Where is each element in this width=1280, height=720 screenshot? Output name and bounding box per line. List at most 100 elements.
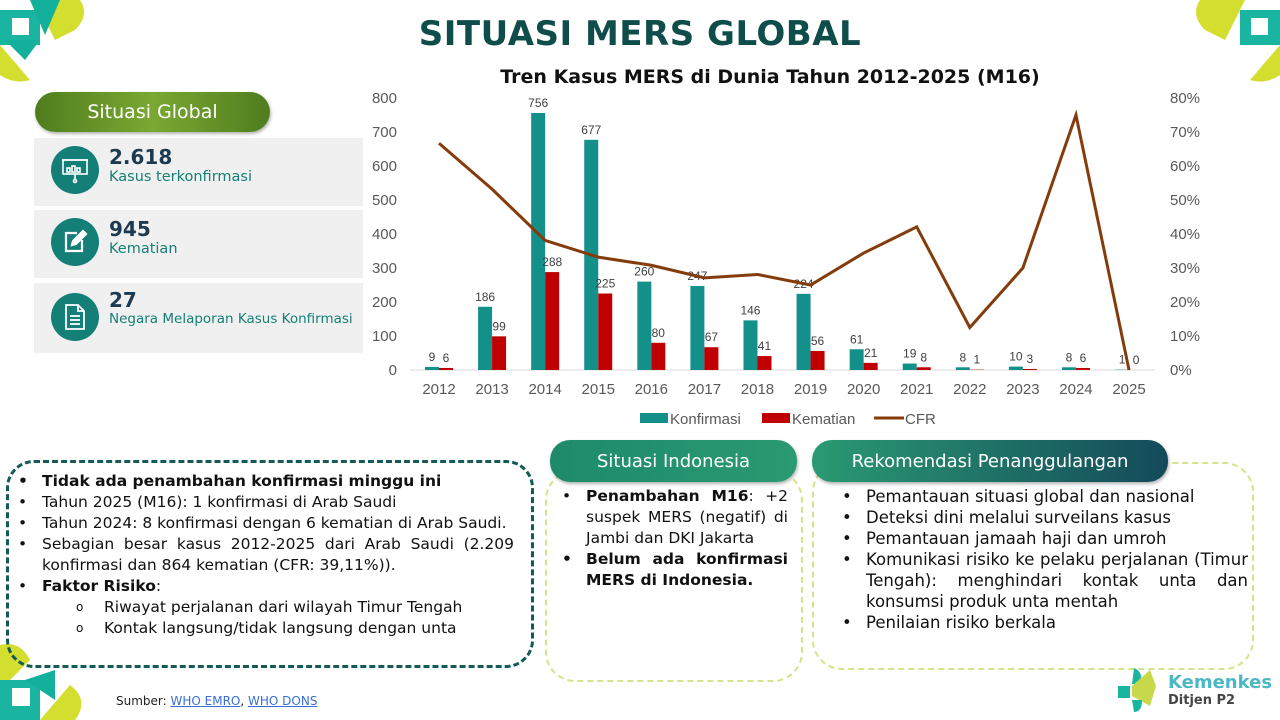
list-item: Tidak ada penambahan konfirmasi minggu i… bbox=[14, 471, 514, 492]
bar-konfirmasi bbox=[1008, 366, 1023, 370]
logo-subtitle: Ditjen P2 bbox=[1168, 693, 1236, 708]
y-tick-label: 0 bbox=[389, 362, 397, 379]
risk-factor-label: Faktor Risiko bbox=[42, 577, 156, 595]
legend-swatch bbox=[762, 413, 790, 423]
data-label-kematian: 67 bbox=[705, 330, 719, 344]
data-label-kematian: 6 bbox=[443, 351, 450, 365]
y-tick-label: 500 bbox=[372, 192, 397, 209]
presentation-chart-icon bbox=[51, 146, 99, 194]
list-subitem: Kontak langsung/tidak langsung dengan un… bbox=[14, 618, 514, 639]
list-item: Sebagian besar kasus 2012-2025 dari Arab… bbox=[14, 534, 514, 576]
bar-kematian bbox=[492, 336, 507, 370]
source-label: Sumber: bbox=[116, 694, 171, 708]
stat-label: Kematian bbox=[109, 241, 178, 257]
corner-decoration-top-right bbox=[1196, 0, 1280, 82]
list-item: Pemantauan jamaah haji dan umroh bbox=[838, 528, 1248, 549]
stat-countries: 27 Negara Melaporan Kasus Konfirmasi bbox=[34, 283, 363, 353]
x-tick-label: 2024 bbox=[1059, 381, 1092, 398]
y2-tick-label: 20% bbox=[1170, 294, 1200, 311]
bar-kematian bbox=[598, 293, 613, 370]
list-item: Tahun 2024: 8 konfirmasi dengan 6 kemati… bbox=[14, 513, 514, 534]
list-item: Penambahan M16: +2 suspek MERS (negatif)… bbox=[558, 486, 788, 549]
legend-label: Kematian bbox=[792, 411, 855, 428]
x-tick-label: 2023 bbox=[1006, 381, 1039, 398]
y-tick-label: 300 bbox=[372, 260, 397, 277]
x-tick-label: 2013 bbox=[475, 381, 508, 398]
bar-konfirmasi bbox=[796, 293, 811, 370]
x-tick-label: 2014 bbox=[528, 381, 561, 398]
bar-konfirmasi bbox=[637, 281, 652, 370]
legend-swatch bbox=[640, 413, 668, 423]
chart-title: Tren Kasus MERS di Dunia Tahun 2012-2025… bbox=[500, 66, 1040, 88]
legend-label: CFR bbox=[905, 411, 936, 428]
bar-konfirmasi bbox=[690, 286, 705, 370]
y2-tick-label: 80% bbox=[1170, 90, 1200, 107]
x-tick-label: 2025 bbox=[1112, 381, 1145, 398]
bar-konfirmasi bbox=[849, 349, 864, 370]
x-tick-label: 2022 bbox=[953, 381, 986, 398]
data-label-konfirmasi: 9 bbox=[429, 350, 436, 364]
item-bold: Penambahan M16 bbox=[586, 487, 749, 505]
x-tick-label: 2021 bbox=[900, 381, 933, 398]
data-label-konfirmasi: 146 bbox=[740, 303, 760, 317]
list-item: Deteksi dini melalui surveilans kasus bbox=[838, 507, 1248, 528]
bar-kematian bbox=[757, 356, 772, 370]
stat-value: 27 bbox=[109, 288, 137, 312]
data-label-kematian: 6 bbox=[1080, 351, 1087, 365]
y-tick-label: 200 bbox=[372, 294, 397, 311]
stat-confirmed-cases: 2.618 Kasus terkonfirmasi bbox=[34, 138, 363, 206]
data-label-konfirmasi: 224 bbox=[794, 277, 814, 291]
data-label-konfirmasi: 10 bbox=[1009, 350, 1023, 364]
bar-kematian bbox=[810, 350, 825, 370]
list-subitem: Riwayat perjalanan dari wilayah Timur Te… bbox=[14, 597, 514, 618]
data-label-konfirmasi: 260 bbox=[634, 265, 654, 279]
list-item: Komunikasi risiko ke pelaku perjalanan (… bbox=[838, 549, 1248, 612]
data-label-konfirmasi: 756 bbox=[528, 96, 548, 110]
bar-kematian bbox=[704, 347, 719, 370]
list-item: Penilaian risiko berkala bbox=[838, 612, 1248, 633]
data-label-konfirmasi: 1 bbox=[1119, 353, 1126, 367]
bar-kematian bbox=[439, 367, 453, 370]
bar-kematian bbox=[916, 367, 931, 370]
data-label-kematian: 56 bbox=[811, 334, 825, 348]
y2-tick-label: 70% bbox=[1170, 124, 1200, 141]
stat-deaths: 945 Kematian bbox=[34, 210, 363, 278]
list-item: Faktor Risiko: bbox=[14, 576, 514, 597]
bar-konfirmasi bbox=[584, 139, 599, 370]
y2-tick-label: 10% bbox=[1170, 328, 1200, 345]
data-label-kematian: 3 bbox=[1027, 352, 1034, 366]
bar-konfirmasi bbox=[531, 112, 546, 371]
bar-konfirmasi bbox=[955, 367, 970, 370]
rekomendasi-header: Rekomendasi Penanggulangan bbox=[812, 440, 1168, 482]
page-title: SITUASI MERS GLOBAL bbox=[418, 14, 862, 54]
document-icon bbox=[51, 293, 99, 341]
data-label-kematian: 288 bbox=[542, 255, 562, 269]
bar-kematian bbox=[1075, 367, 1090, 370]
x-tick-label: 2020 bbox=[847, 381, 880, 398]
y2-tick-label: 60% bbox=[1170, 158, 1200, 175]
data-label-konfirmasi: 677 bbox=[581, 123, 601, 137]
data-label-kematian: 41 bbox=[758, 339, 772, 353]
stat-label: Negara Melaporan Kasus Konfirmasi bbox=[109, 311, 353, 327]
list-item: Pemantauan situasi global dan nasional bbox=[838, 486, 1248, 507]
item-rest: : +2 suspek MERS (negatif) di Jambi dan … bbox=[586, 487, 788, 547]
bar-kematian bbox=[863, 362, 878, 370]
who-emro-link[interactable]: WHO EMRO bbox=[170, 694, 241, 708]
source-line: Sumber: WHO EMRO, WHO DONS bbox=[116, 694, 317, 708]
data-label-konfirmasi: 8 bbox=[959, 350, 966, 364]
y-tick-label: 700 bbox=[372, 124, 397, 141]
y2-tick-label: 30% bbox=[1170, 260, 1200, 277]
global-notes-box bbox=[6, 460, 534, 668]
data-label-kematian: 225 bbox=[595, 277, 615, 291]
data-label-konfirmasi: 8 bbox=[1066, 350, 1073, 364]
bar-konfirmasi bbox=[743, 320, 758, 370]
who-dons-link[interactable]: WHO DONS bbox=[248, 694, 318, 708]
stat-label: Kasus terkonfirmasi bbox=[109, 169, 252, 185]
logo-name: Kemenkes bbox=[1168, 672, 1273, 693]
colon: : bbox=[155, 577, 162, 595]
y2-tick-label: 40% bbox=[1170, 226, 1200, 243]
x-tick-label: 2017 bbox=[688, 381, 721, 398]
bar-konfirmasi bbox=[1061, 367, 1076, 370]
y-tick-label: 400 bbox=[372, 226, 397, 243]
bar-kematian bbox=[545, 272, 560, 370]
